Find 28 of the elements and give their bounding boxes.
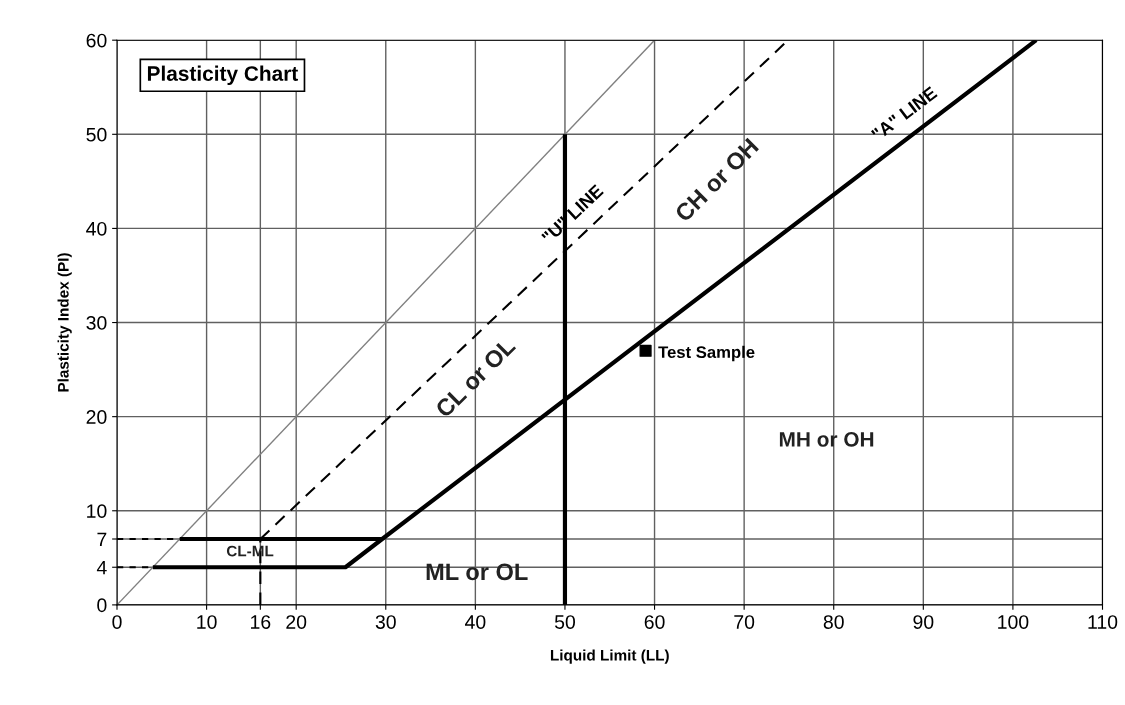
y-tick-label: 10 — [87, 504, 107, 519]
series-label: Test Sample — [658, 345, 755, 362]
x-tick-label: 30 — [375, 615, 396, 629]
text: Plasticity Chart — [147, 65, 298, 86]
x-tick-label: 60 — [644, 615, 665, 629]
y-tick-label: 40 — [86, 221, 107, 236]
y-tick-label: 50 — [86, 127, 107, 142]
x-axis-title: Liquid Limit (LL) — [550, 649, 669, 664]
x-tick-label: 100 — [998, 615, 1029, 629]
y-tick-label: 0 — [97, 598, 107, 613]
x-tick-label: 16 — [251, 615, 271, 629]
x-tick-label: 20 — [286, 615, 307, 629]
y-tick-label: 4 — [96, 560, 107, 575]
x-tick-label: 70 — [734, 615, 755, 629]
x-tick-label: 80 — [823, 615, 844, 629]
annotation: CH or OH — [673, 137, 760, 223]
y-tick-label: 60 — [86, 33, 107, 48]
x-tick-label: 110 — [1088, 615, 1118, 629]
y-tick-label: 7 — [97, 532, 107, 547]
x-tick-label: 90 — [913, 615, 934, 629]
x-tick-label: 40 — [465, 615, 486, 629]
y-axis-title: Plasticity Index (PI) — [57, 253, 72, 392]
x-tick-label: 10 — [197, 615, 217, 629]
x-tick-label: 0 — [112, 615, 122, 629]
x-tick-label: 50 — [554, 615, 576, 629]
y-tick-label: 20 — [86, 410, 107, 424]
y-tick-label: 30 — [86, 316, 107, 330]
annotation: CL or OL — [434, 336, 517, 419]
